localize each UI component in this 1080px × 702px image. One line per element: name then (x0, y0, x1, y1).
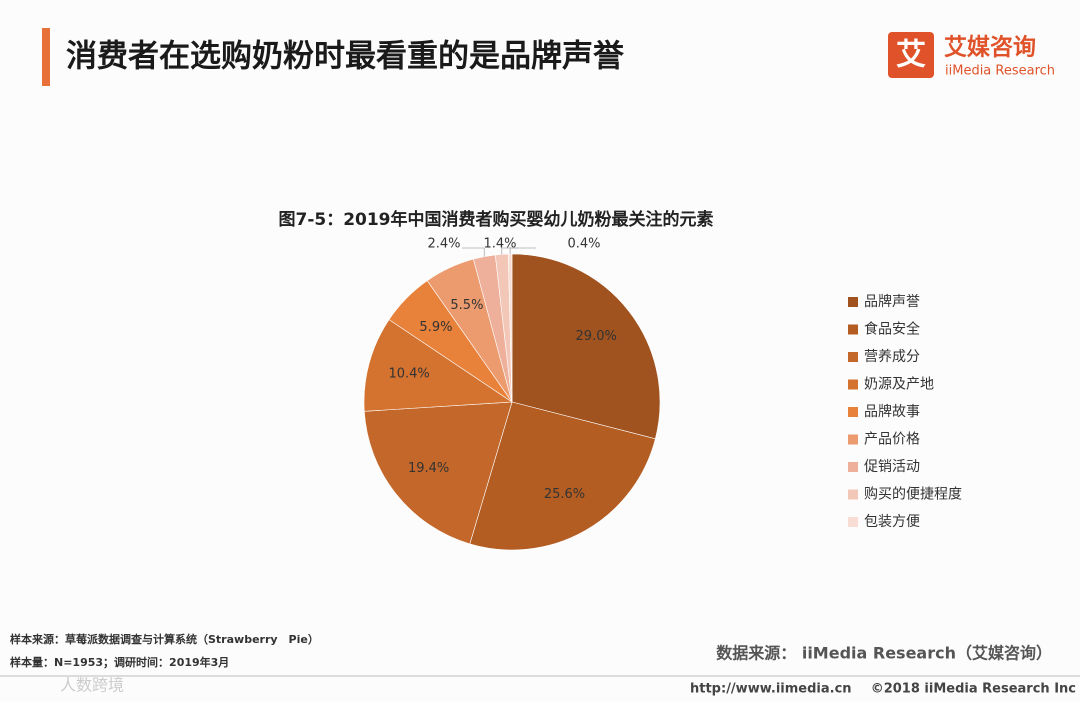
legend-label: 品牌故事 (864, 403, 920, 420)
legend-swatch (848, 324, 858, 335)
legend-swatch (848, 407, 858, 417)
legend-swatch (848, 379, 858, 390)
data-label: 5.5% (450, 298, 483, 313)
logo-name: 艾媒咨询 (944, 34, 1036, 61)
legend-swatch (848, 489, 858, 500)
legend-label: 包装方便 (864, 514, 920, 530)
pie-slice (363, 319, 513, 412)
legend-swatch (848, 352, 858, 362)
note: 样本量：N=1953；调研时间：2019年3月 (10, 655, 229, 669)
logo-box (888, 32, 934, 78)
legend-label: 奶源及产地 (864, 377, 934, 393)
legend-label: 促销活动 (864, 459, 920, 475)
pie-slice (511, 253, 661, 440)
data-label: 29.0% (576, 329, 617, 344)
logo-en: iiMedia Research (945, 64, 1055, 79)
copyright: ©2018 iiMedia Research Inc (871, 682, 1076, 697)
legend-swatch (848, 462, 858, 472)
watermark: 人数跨境 (60, 676, 124, 695)
legend-label: 食品安全 (864, 321, 920, 338)
legend-label: 品牌声誉 (864, 293, 920, 310)
data-label: 5.9% (419, 320, 452, 335)
leader-line (509, 247, 536, 255)
data-label: 19.4% (408, 461, 449, 476)
note: 样本来源：草莓派数据调查与计算系统（Strawberry Pie） (10, 632, 319, 646)
data-label: 10.4% (388, 367, 429, 382)
logo-mark: 艾 (896, 38, 926, 73)
pie-slice (507, 253, 513, 403)
legend-swatch (848, 517, 858, 527)
pie-slice (469, 401, 656, 551)
data-label: 25.6% (544, 487, 585, 502)
data-label: 1.4% (483, 237, 516, 252)
data-label: 2.4% (427, 237, 460, 252)
legend-swatch (848, 434, 858, 445)
legend-label: 购买的便捷程度 (864, 487, 962, 503)
pie-slice (363, 401, 513, 545)
slide-title: 消费者在选购奶粉时最看重的是品牌声誉 (66, 39, 625, 75)
legend-label: 营养成分 (864, 349, 920, 365)
url: http://www.iimedia.cn (690, 682, 852, 697)
legend-swatch (848, 297, 858, 307)
chart-title: 图7-5：2019年中国消费者购买婴幼儿奶粉最关注的元素 (278, 209, 713, 230)
leader-line (462, 247, 485, 257)
data-label: 0.4% (567, 237, 600, 252)
source: 数据来源： iiMedia Research（艾媒咨询） (716, 644, 1052, 663)
legend-label: 产品价格 (864, 432, 920, 448)
title-accent (42, 28, 50, 86)
